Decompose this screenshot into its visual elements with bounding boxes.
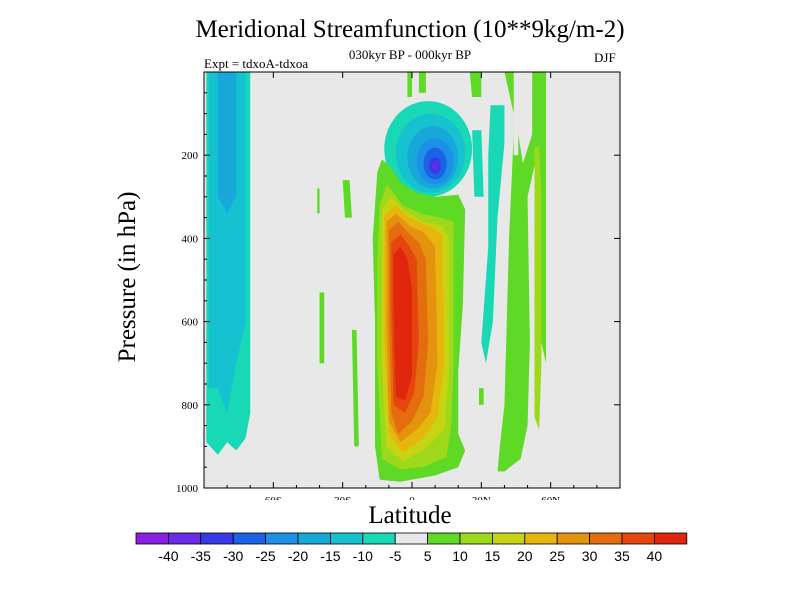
y-tick-label: 1000 (176, 483, 199, 495)
contour-level-pos5 (317, 188, 320, 214)
x-axis: 60S 30S 0 30N 60N (226, 72, 598, 500)
colorbar-label: -5 (389, 548, 402, 564)
y-axis: 200 400 600 800 1000 (176, 92, 620, 495)
colorbar-label: -35 (191, 548, 211, 564)
colorbar-label: 25 (549, 548, 565, 564)
colorbar-label: 20 (517, 548, 533, 564)
contour-level-pos5 (342, 180, 352, 218)
colorbar-swatch (329, 532, 364, 545)
colorbar-swatch (297, 532, 331, 545)
y-tick-label: 800 (182, 400, 199, 412)
colorbar-label: 15 (485, 548, 501, 564)
contour-level-pos5 (351, 329, 359, 447)
contour-level-pos5 (319, 292, 325, 364)
colorbar-boxes (135, 532, 688, 545)
colorbar-label: -20 (288, 548, 308, 564)
contour-level-pos40 (393, 246, 412, 401)
season-label: DJF (594, 50, 616, 65)
colorbar-swatch (621, 532, 655, 545)
experiment-label: Expt = tdxoA-tdxoa (204, 56, 309, 71)
colorbar-label: -30 (223, 548, 243, 564)
colorbar-swatch (654, 532, 688, 545)
colorbar-label: -25 (255, 548, 275, 564)
contour-plot: 60S 30S 0 30N 60N 200 400 600 800 1000 (176, 71, 621, 500)
colorbar-labels: -40 -35 -30 -25 -20 -15 -10 -5 5 10 15 20 25 30 35 40 (158, 548, 662, 564)
y-tick-label: 400 (182, 233, 199, 245)
contour-level-pos5 (407, 72, 412, 97)
x-axis-label: Latitude (368, 502, 452, 529)
colorbar-label: -15 (320, 548, 340, 564)
contour-level-neg5 (513, 113, 519, 156)
colorbar-swatch (556, 532, 591, 545)
contour-level-pos5 (497, 72, 547, 472)
contour-level-pos5 (418, 72, 426, 93)
x-tick-label: 30S (334, 495, 351, 500)
y-tick-label: 200 (182, 150, 199, 162)
colorbar-swatch (200, 532, 234, 545)
colorbar-label: 10 (452, 548, 468, 564)
x-tick-label: 30N (472, 495, 491, 500)
contour-fills (206, 72, 593, 482)
colorbar-swatch (135, 532, 169, 545)
x-tick-label: 0 (409, 495, 415, 500)
chart-subtitle: 030kyr BP - 000kyr BP (348, 47, 472, 62)
y-tick-label: 600 (182, 317, 199, 329)
colorbar-swatch (168, 532, 202, 545)
colorbar-swatch (362, 532, 396, 545)
colorbar-swatch (265, 532, 299, 545)
chart-title: Meridional Streamfunction (10**9kg/m-2) (195, 16, 625, 43)
y-axis-label: Pressure (in hPa) (114, 191, 141, 363)
colorbar-swatch (394, 532, 429, 545)
colorbar-swatch (427, 532, 461, 545)
contour-level-pos5 (469, 72, 482, 97)
colorbar-swatch (232, 532, 266, 545)
colorbar-swatch (459, 532, 493, 545)
colorbar-label: 30 (582, 548, 598, 564)
contour-level-neg15 (217, 72, 237, 214)
colorbar-label: 5 (424, 548, 432, 564)
colorbar-label: -40 (158, 548, 178, 564)
colorbar: -40 -35 -30 -25 -20 -15 -10 -5 5 10 15 20 25 30 35 40 (135, 532, 688, 564)
contour-level-neg35 (432, 161, 438, 170)
colorbar-swatch (491, 532, 526, 545)
x-tick-label: 60S (265, 495, 282, 500)
colorbar-swatch (524, 532, 558, 545)
x-tick-label: 60N (541, 495, 560, 500)
contour-level-neg5 (573, 72, 593, 197)
colorbar-label: 40 (647, 548, 663, 564)
contour-level-pos5 (479, 388, 484, 405)
colorbar-swatch (589, 532, 623, 545)
contour-level-pos10 (534, 146, 542, 430)
contour-level-neg5 (472, 130, 484, 197)
contour-level-neg5 (481, 105, 505, 364)
colorbar-label: -10 (353, 548, 373, 564)
colorbar-label: 35 (614, 548, 630, 564)
